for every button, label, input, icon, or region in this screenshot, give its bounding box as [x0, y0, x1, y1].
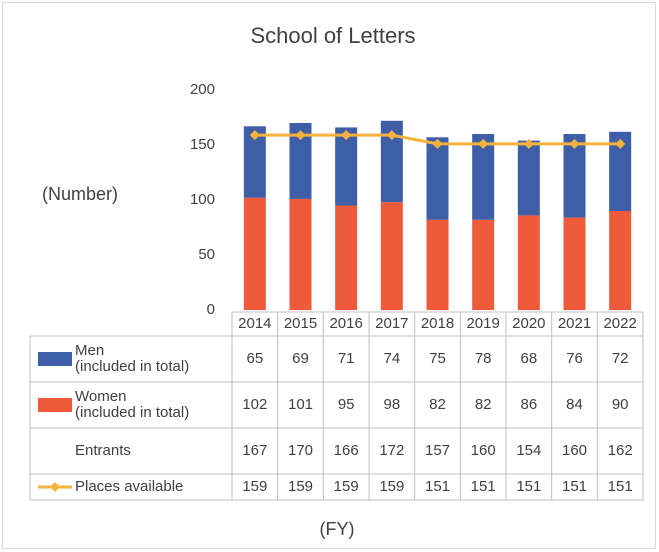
table-cell: 162: [608, 442, 633, 459]
table-cell: 159: [379, 478, 404, 495]
legend-marker: [50, 482, 60, 492]
table-cell: 82: [475, 396, 492, 413]
table-cell: 82: [429, 396, 446, 413]
table-cell: 151: [516, 478, 541, 495]
x-tick-label: 2022: [603, 315, 636, 332]
table-cell: 170: [288, 442, 313, 459]
row-label-box: Men (included in total): [75, 342, 190, 375]
table-cell: 151: [471, 478, 496, 495]
line-marker: [569, 138, 580, 149]
table-cell: 75: [429, 350, 446, 367]
chart-title: School of Letters: [250, 23, 415, 48]
table-cell: 72: [612, 350, 629, 367]
bar: [380, 120, 403, 203]
x-tick-label: 2019: [466, 315, 499, 332]
table-cell: 78: [475, 350, 492, 367]
table-cell: 172: [379, 442, 404, 459]
bar: [426, 219, 449, 310]
table-cell: 151: [608, 478, 633, 495]
y-tick-label: 150: [190, 136, 215, 153]
x-tick-label: 2016: [329, 315, 362, 332]
x-tick-label: 2018: [421, 315, 454, 332]
table-cell: 160: [562, 442, 587, 459]
table-cell: 101: [288, 396, 313, 413]
line-marker: [523, 138, 534, 149]
line-marker: [295, 130, 306, 141]
bar: [426, 137, 449, 220]
bar: [609, 211, 632, 310]
row-label-box: Places available: [75, 478, 184, 495]
x-axis-label: (FY): [320, 519, 355, 539]
y-tick-label: 0: [207, 301, 215, 318]
row-label-box: Entrants: [75, 442, 131, 459]
table-cell: 154: [516, 442, 541, 459]
y-axis-label: (Number): [42, 184, 118, 204]
line-marker: [432, 138, 443, 149]
bar: [289, 198, 312, 310]
bar: [563, 134, 586, 218]
table-cell: 98: [383, 396, 400, 413]
table-cell: 157: [425, 442, 450, 459]
row-label: Places available: [75, 478, 184, 495]
x-tick-label: 2017: [375, 315, 408, 332]
row-label: Entrants: [75, 442, 131, 459]
table-cell: 160: [471, 442, 496, 459]
bar: [609, 131, 632, 211]
row-label: Men (included in total): [75, 342, 190, 375]
bar: [563, 217, 586, 310]
table-cell: 69: [292, 350, 309, 367]
line-marker: [341, 130, 352, 141]
table-cell: 65: [246, 350, 263, 367]
table-cell: 86: [520, 396, 537, 413]
table-cell: 95: [338, 396, 355, 413]
table-cell: 76: [566, 350, 583, 367]
table-cell: 159: [242, 478, 267, 495]
bar: [517, 140, 540, 216]
line-marker: [615, 138, 626, 149]
table-cell: 151: [425, 478, 450, 495]
bar: [289, 123, 312, 199]
x-tick-label: 2020: [512, 315, 545, 332]
bar: [472, 219, 495, 310]
x-tick-label: 2014: [238, 315, 271, 332]
bar: [380, 202, 403, 310]
table-cell: 71: [338, 350, 355, 367]
table-cell: 90: [612, 396, 629, 413]
table-cell: 74: [383, 350, 400, 367]
table-cell: 68: [520, 350, 537, 367]
bar: [335, 127, 358, 206]
y-tick-label: 200: [190, 81, 215, 98]
y-tick-label: 50: [198, 246, 215, 263]
x-tick-label: 2015: [284, 315, 317, 332]
table-cell: 167: [242, 442, 267, 459]
table-cell: 84: [566, 396, 583, 413]
table-cell: 166: [334, 442, 359, 459]
y-tick-label: 100: [190, 191, 215, 208]
line-marker: [386, 130, 397, 141]
table-cell: 159: [288, 478, 313, 495]
bar: [243, 126, 266, 198]
line-marker: [478, 138, 489, 149]
legend-swatch: [38, 398, 72, 412]
bar: [472, 134, 495, 220]
table-cell: 151: [562, 478, 587, 495]
bar: [517, 215, 540, 310]
bar: [243, 197, 266, 310]
legend-swatch: [38, 352, 72, 366]
bar: [335, 205, 358, 310]
x-tick-label: 2021: [558, 315, 591, 332]
table-cell: 159: [334, 478, 359, 495]
table-cell: 102: [242, 396, 267, 413]
line-marker: [249, 130, 260, 141]
row-label: Women (included in total): [75, 388, 190, 421]
row-label-box: Women (included in total): [75, 388, 190, 421]
